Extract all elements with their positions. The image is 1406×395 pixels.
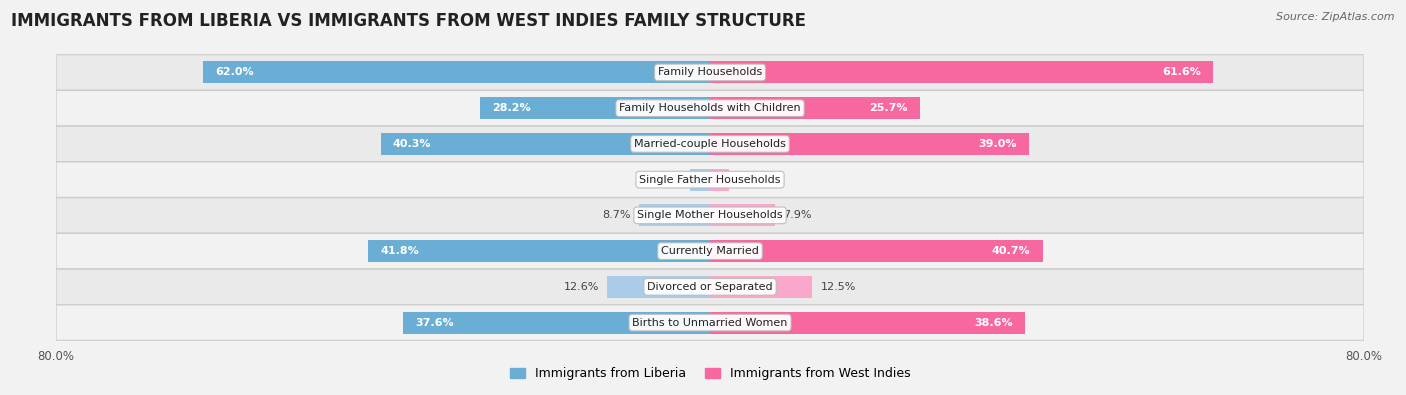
- Bar: [638, 204, 710, 226]
- Text: Married-couple Households: Married-couple Households: [634, 139, 786, 149]
- Text: 7.9%: 7.9%: [783, 211, 811, 220]
- Text: Births to Unmarried Women: Births to Unmarried Women: [633, 318, 787, 327]
- FancyBboxPatch shape: [56, 305, 1364, 340]
- Legend: Immigrants from Liberia, Immigrants from West Indies: Immigrants from Liberia, Immigrants from…: [510, 367, 910, 380]
- Text: 28.2%: 28.2%: [492, 103, 530, 113]
- Text: 39.0%: 39.0%: [979, 139, 1017, 149]
- Bar: [204, 61, 710, 83]
- Bar: [402, 312, 710, 334]
- Bar: [607, 276, 710, 298]
- Text: Divorced or Separated: Divorced or Separated: [647, 282, 773, 292]
- Bar: [710, 240, 1043, 262]
- FancyBboxPatch shape: [56, 90, 1364, 126]
- Text: 38.6%: 38.6%: [974, 318, 1014, 327]
- Bar: [479, 97, 710, 119]
- FancyBboxPatch shape: [56, 126, 1364, 162]
- Text: 61.6%: 61.6%: [1163, 68, 1201, 77]
- Bar: [710, 204, 775, 226]
- Text: 2.3%: 2.3%: [737, 175, 765, 184]
- Bar: [689, 169, 710, 191]
- Text: IMMIGRANTS FROM LIBERIA VS IMMIGRANTS FROM WEST INDIES FAMILY STRUCTURE: IMMIGRANTS FROM LIBERIA VS IMMIGRANTS FR…: [11, 12, 806, 30]
- Text: 40.7%: 40.7%: [991, 246, 1031, 256]
- Text: 62.0%: 62.0%: [215, 68, 254, 77]
- Bar: [710, 133, 1029, 155]
- Text: 40.3%: 40.3%: [392, 139, 432, 149]
- Text: 2.5%: 2.5%: [652, 175, 682, 184]
- FancyBboxPatch shape: [56, 233, 1364, 269]
- Text: 8.7%: 8.7%: [602, 211, 631, 220]
- FancyBboxPatch shape: [56, 162, 1364, 198]
- Text: 25.7%: 25.7%: [869, 103, 908, 113]
- Text: Currently Married: Currently Married: [661, 246, 759, 256]
- Text: Single Mother Households: Single Mother Households: [637, 211, 783, 220]
- FancyBboxPatch shape: [56, 198, 1364, 233]
- Bar: [710, 97, 920, 119]
- Text: 37.6%: 37.6%: [415, 318, 454, 327]
- Bar: [381, 133, 710, 155]
- Text: Family Households: Family Households: [658, 68, 762, 77]
- Bar: [710, 312, 1025, 334]
- Bar: [710, 276, 813, 298]
- Text: Source: ZipAtlas.com: Source: ZipAtlas.com: [1277, 12, 1395, 22]
- Text: Family Households with Children: Family Households with Children: [619, 103, 801, 113]
- Text: 41.8%: 41.8%: [381, 246, 419, 256]
- FancyBboxPatch shape: [56, 55, 1364, 90]
- Bar: [710, 169, 728, 191]
- Text: Single Father Households: Single Father Households: [640, 175, 780, 184]
- Bar: [368, 240, 710, 262]
- FancyBboxPatch shape: [56, 269, 1364, 305]
- Text: 12.6%: 12.6%: [564, 282, 599, 292]
- Bar: [710, 61, 1213, 83]
- Text: 12.5%: 12.5%: [820, 282, 856, 292]
